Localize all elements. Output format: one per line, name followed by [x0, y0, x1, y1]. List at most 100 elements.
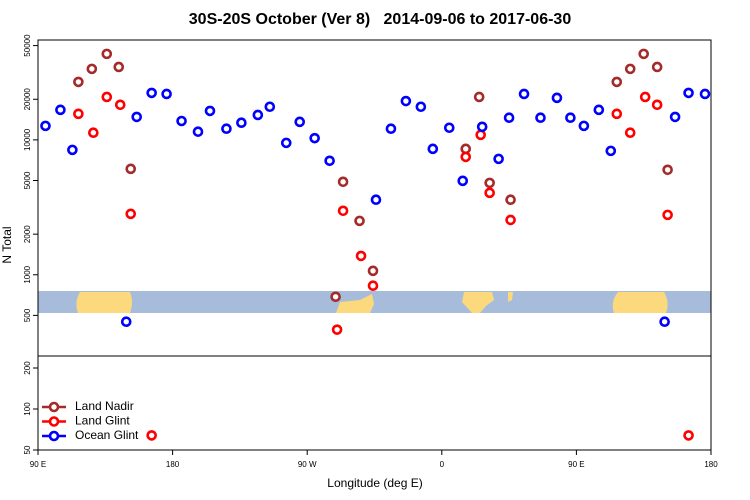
land-blob	[336, 294, 374, 313]
point	[192, 126, 204, 137]
point	[639, 91, 651, 103]
point	[565, 112, 576, 124]
point	[355, 250, 367, 262]
point	[484, 177, 495, 189]
point	[460, 151, 472, 163]
point	[457, 175, 469, 187]
map-strip	[38, 291, 711, 313]
point	[101, 48, 113, 60]
point	[125, 163, 137, 175]
point	[624, 63, 636, 75]
ocean-strip	[38, 291, 711, 313]
x-tick-label: 90 E	[30, 460, 46, 469]
point	[593, 104, 605, 116]
point	[176, 115, 187, 127]
point	[221, 123, 232, 135]
point	[331, 324, 343, 335]
point	[611, 76, 623, 88]
point	[330, 291, 341, 303]
y-tick-label: 500	[23, 308, 32, 322]
point	[624, 127, 636, 139]
point	[324, 155, 335, 167]
land-blob	[508, 292, 513, 302]
bottom-panel-frame	[37, 355, 712, 451]
point	[146, 430, 157, 441]
point	[73, 76, 84, 88]
point	[503, 112, 515, 124]
land-blob	[612, 292, 668, 313]
point	[367, 265, 379, 277]
point	[427, 143, 439, 155]
point	[505, 214, 516, 226]
point	[370, 194, 382, 206]
point	[638, 48, 650, 60]
point	[114, 99, 126, 111]
x-tick-label: 180	[166, 460, 180, 469]
point	[476, 121, 488, 133]
y-tick-label: 2000	[23, 225, 32, 243]
point	[493, 153, 504, 165]
point	[475, 129, 486, 141]
point	[120, 316, 132, 327]
point	[611, 108, 623, 120]
y-tick-label: 200	[23, 361, 32, 375]
point	[651, 99, 663, 111]
point	[264, 101, 276, 113]
point	[125, 208, 137, 220]
point	[505, 194, 516, 206]
point	[518, 88, 530, 100]
point	[415, 101, 427, 113]
point	[236, 117, 247, 129]
point	[146, 87, 157, 99]
y-tick-label: 20000	[23, 88, 32, 111]
point	[473, 91, 485, 103]
point	[578, 120, 590, 132]
point	[651, 61, 663, 73]
point	[605, 145, 617, 157]
y-tick-label: 5000	[23, 171, 32, 189]
point	[161, 88, 172, 100]
chart-title: 30S-20S October (Ver 8) 2014-09-06 to 20…	[189, 11, 572, 28]
point	[101, 91, 113, 103]
x-tick-label: 0	[440, 460, 445, 469]
point	[88, 127, 99, 139]
point	[337, 205, 349, 217]
point	[669, 111, 681, 123]
point	[67, 144, 78, 156]
point	[294, 116, 306, 128]
legend-label: Land Glint	[75, 414, 130, 428]
x-tick-label: 90 E	[568, 460, 584, 469]
y-tick-label: 10000	[23, 128, 32, 151]
point	[400, 95, 412, 107]
point	[252, 109, 264, 121]
point	[699, 88, 711, 100]
legend-marker	[48, 416, 60, 427]
point	[280, 137, 292, 149]
legend-label: Land Nadir	[75, 399, 134, 413]
point	[443, 122, 455, 134]
point	[551, 92, 563, 104]
point	[662, 164, 673, 176]
point	[204, 105, 216, 117]
point	[55, 104, 66, 116]
legend-label: Ocean Glint	[75, 428, 139, 442]
point	[113, 61, 125, 73]
point	[367, 280, 379, 291]
point	[40, 120, 51, 132]
legend-marker	[48, 401, 60, 413]
x-tick-label: 90 W	[298, 460, 317, 469]
land-blob	[76, 292, 132, 313]
point	[337, 176, 349, 188]
point	[535, 112, 546, 124]
point	[309, 132, 320, 144]
point	[131, 111, 143, 123]
y-tick-label: 100	[23, 402, 32, 416]
land-blob	[462, 292, 494, 313]
point	[659, 316, 670, 327]
legend-marker	[48, 430, 60, 442]
x-axis-label: Longitude (deg E)	[327, 476, 422, 490]
point	[354, 215, 365, 227]
point	[385, 123, 397, 135]
